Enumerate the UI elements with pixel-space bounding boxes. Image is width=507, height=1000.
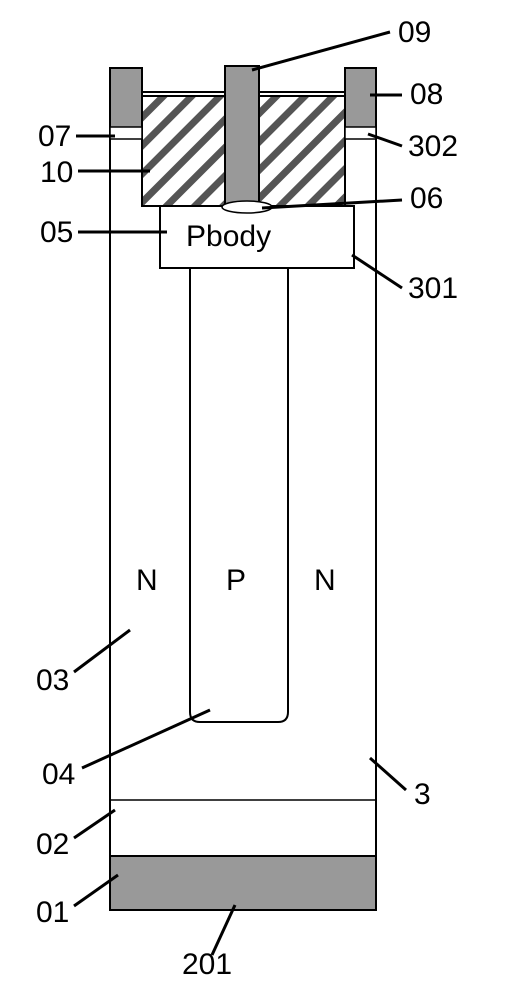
label-09: 09	[398, 16, 431, 50]
label-06: 06	[410, 182, 443, 216]
label-07: 07	[38, 120, 71, 154]
substrate	[110, 856, 376, 910]
region-n-left: N	[136, 564, 158, 598]
label-10: 10	[40, 156, 73, 190]
p-pillar	[190, 268, 288, 722]
label-04: 04	[42, 758, 75, 792]
region-pbody: Pbody	[186, 220, 271, 254]
label-3: 3	[414, 778, 431, 812]
label-03: 03	[36, 664, 69, 698]
label-08: 08	[410, 78, 443, 112]
label-301: 301	[408, 272, 458, 306]
gate-right	[345, 68, 376, 130]
gate-left	[110, 68, 142, 130]
oxide-right	[345, 127, 376, 139]
label-302: 302	[408, 130, 458, 164]
region-p: P	[226, 564, 246, 598]
label-201: 201	[182, 948, 232, 982]
label-05: 05	[40, 216, 73, 250]
label-01: 01	[36, 896, 69, 930]
region-n-right: N	[314, 564, 336, 598]
label-02: 02	[36, 828, 69, 862]
center-electrode	[225, 66, 259, 206]
